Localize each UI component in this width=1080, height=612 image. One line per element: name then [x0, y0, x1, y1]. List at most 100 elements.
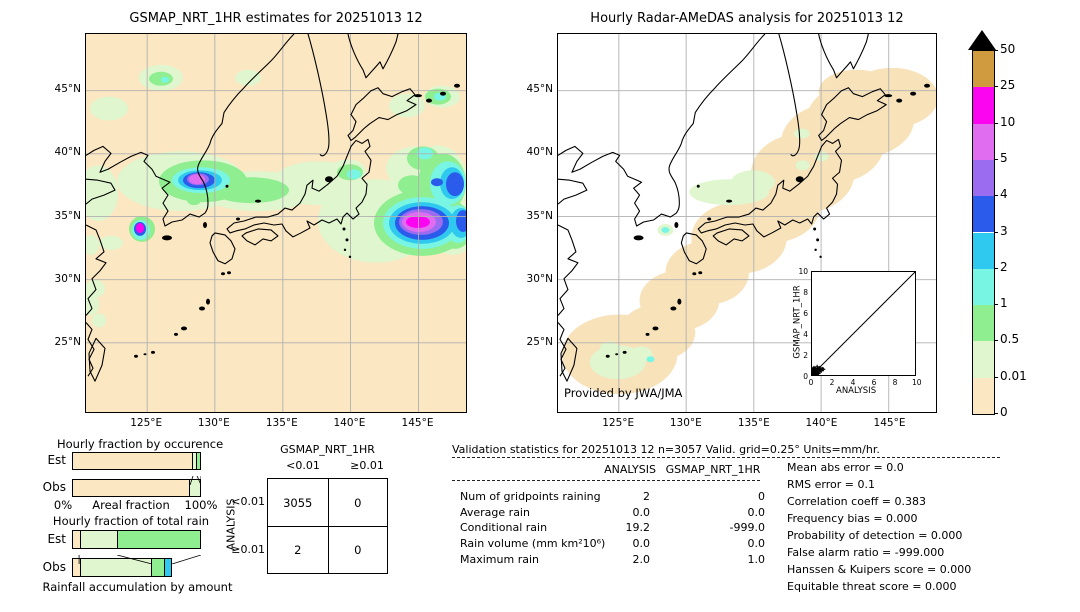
inset-xlabel: ANALYSIS	[836, 386, 877, 396]
bar-segment	[117, 531, 200, 548]
inset-y-tick: 8	[803, 288, 808, 297]
inset-x-tick: 6	[871, 378, 877, 387]
colorbar-tick	[994, 195, 998, 197]
inset-x-tick: 10	[912, 378, 922, 387]
colorbar-tick-label: 1	[1000, 296, 1008, 311]
colorbar-tick-label: 5	[1000, 150, 1008, 165]
inset-y-tick: 4	[803, 330, 808, 339]
inset-x-tick: 8	[892, 378, 898, 387]
y-tick-label: 35°N	[54, 209, 81, 222]
colorbar-tick	[994, 122, 998, 124]
metric-line: RMS error = 0.1	[787, 478, 875, 491]
inset-y-tick: 2	[803, 351, 808, 360]
metric-line: Frequency bias = 0.000	[787, 512, 918, 525]
colorbar-tick-label: 25	[1000, 78, 1016, 93]
scatter-canvas	[810, 271, 916, 377]
stats-divider-top	[452, 457, 1000, 458]
colorbar-band	[973, 159, 994, 197]
contingency-cell: 0	[327, 479, 388, 526]
stats-analysis-value: 0.0	[632, 537, 651, 551]
bar-connectors	[72, 549, 202, 565]
colorbar-band	[973, 268, 994, 306]
total-rain-chart-title: Hourly fraction of total rain	[52, 514, 210, 528]
bar-segment	[79, 531, 118, 548]
stats-gsmap-value: -999.0	[729, 521, 765, 535]
bar-segment	[73, 480, 190, 496]
y-tick-label: 45°N	[54, 83, 81, 95]
colorbar-tick	[994, 376, 998, 378]
contingency-col-title: GSMAP_NRT_1HR	[280, 443, 375, 456]
total-rain-xlabel: Rainfall accumulation by amount	[42, 580, 233, 594]
colorbar-over-triangle	[968, 30, 996, 50]
fraction-bar	[72, 530, 201, 549]
bar-row-label: Est	[47, 531, 66, 546]
inset-y-tick: 10	[798, 267, 808, 276]
x-tick-label: 130°E	[669, 417, 702, 429]
colorbar-band	[973, 87, 994, 124]
stats-analysis-value: 19.2	[625, 521, 651, 535]
colorbar-band	[973, 51, 994, 88]
stats-row-label: Maximum rain	[460, 552, 539, 566]
bar-segment	[79, 559, 152, 576]
metric-line: False alarm ratio = -999.000	[787, 546, 945, 559]
stats-col-analysis: ANALYSIS	[604, 463, 656, 476]
map-credit: Provided by JWA/JMA	[564, 386, 683, 400]
y-tick-label: 30°N	[526, 273, 553, 285]
colorbar-tick	[994, 413, 998, 414]
inset-x-tick: 4	[850, 378, 856, 387]
metric-line: Correlation coeff = 0.383	[787, 495, 926, 508]
bar-row-label: Obs	[42, 559, 66, 574]
y-tick-label: 25°N	[526, 336, 553, 349]
stats-row-label: Rain volume (mm km²10⁶)	[460, 537, 606, 551]
colorbar-tick	[994, 86, 998, 88]
stats-analysis-value: 0.0	[632, 505, 651, 519]
contingency-row-label-0: <0.01	[231, 495, 265, 508]
stats-gsmap-value: 0	[758, 490, 765, 503]
y-tick-label: 30°N	[54, 273, 81, 285]
right-map-title: Hourly Radar-AMeDAS analysis for 2025101…	[590, 11, 904, 26]
bar-segment	[196, 453, 200, 469]
stats-row-label: Num of gridpoints raining	[460, 490, 601, 503]
contingency-col-label-1: ≥0.01	[350, 459, 384, 472]
x-tick-label: 125°E	[602, 417, 635, 429]
colorbar-tick	[994, 50, 998, 51]
stats-row-label: Average rain	[460, 505, 530, 519]
colorbar-tick	[994, 158, 998, 160]
bar-segment	[192, 453, 197, 469]
bar-segment	[73, 453, 193, 469]
colorbar-band	[973, 305, 994, 342]
metric-line: Hanssen & Kuipers score = 0.000	[787, 563, 972, 576]
colorbar-tick	[994, 340, 998, 342]
stats-divider-header	[452, 480, 760, 481]
left-map-title: GSMAP_NRT_1HR estimates for 20251013 12	[129, 11, 423, 26]
stats-row-label: Conditional rain	[460, 521, 548, 535]
y-tick-label: 45°N	[526, 83, 553, 95]
x-tick-label: 140°E	[805, 417, 838, 429]
metric-line: Probability of detection = 0.000	[787, 529, 963, 542]
occurrence-chart-title: Hourly fraction by occurence	[57, 437, 224, 451]
colorbar-tick-label: 0	[1000, 405, 1008, 419]
bar-segment	[73, 559, 80, 576]
x-tick-label: 125°E	[130, 417, 163, 429]
bar-connectors	[72, 470, 202, 486]
colorbar-band	[973, 123, 994, 160]
occurrence-x-min: 0%	[53, 498, 73, 512]
x-tick-label: 145°E	[873, 417, 906, 429]
stats-gsmap-value: 0.0	[747, 537, 766, 551]
x-tick-label: 140°E	[333, 417, 366, 429]
contingency-cell: 3055	[283, 495, 313, 510]
left-map	[78, 33, 477, 413]
colorbar-band	[973, 196, 994, 233]
inset-ylabel: GSMAP_NRT_1HR	[792, 285, 803, 359]
colorbar-tick-label: 50	[1000, 42, 1016, 56]
metric-line: Equitable threat score = 0.000	[787, 580, 957, 593]
bar-segment	[73, 531, 80, 548]
inset-x-tick: 2	[829, 378, 835, 387]
colorbar-band	[973, 377, 994, 414]
inset-y-tick: 6	[803, 309, 808, 318]
contingency-row-label-1: ≥0.01	[231, 543, 265, 556]
inset-y-tick: 0	[803, 372, 808, 381]
fraction-bar	[72, 479, 201, 497]
stats-col-gsmap: GSMAP_NRT_1HR	[665, 463, 761, 476]
